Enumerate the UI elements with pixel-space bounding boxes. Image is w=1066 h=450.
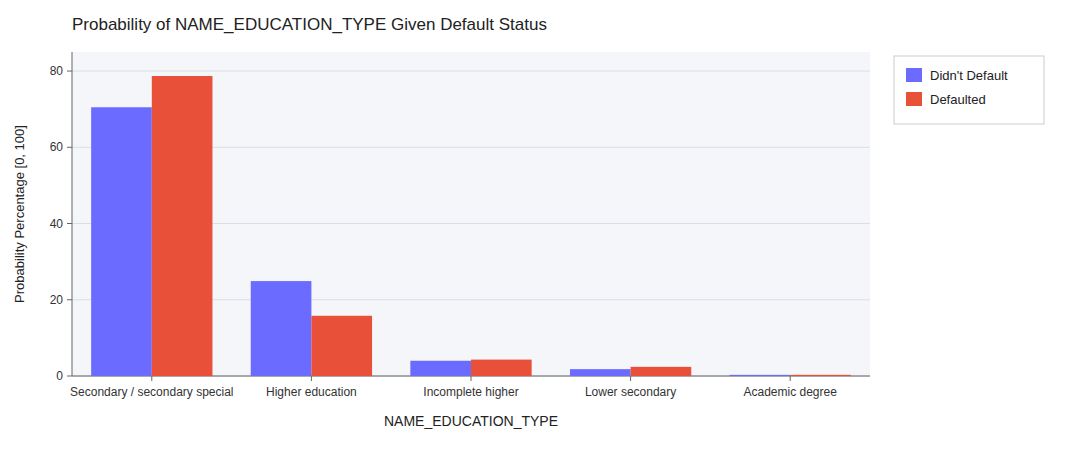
legend: Didn't Default Defaulted — [894, 56, 1044, 124]
bar — [631, 367, 692, 376]
chart-container: 0 20 40 60 80 Secondary / secondary special Hi… — [0, 0, 1066, 450]
x-tick-label: Higher education — [266, 385, 357, 399]
title: Probability of NAME_EDUCATION_TYPE Given… — [72, 15, 547, 34]
legend-box — [894, 56, 1044, 124]
y-tick-label: 80 — [50, 64, 64, 78]
x-tick-label: Lower secondary — [585, 385, 676, 399]
chart-svg: 0 20 40 60 80 Secondary / secondary special Hi… — [0, 0, 1066, 450]
legend-swatch — [906, 68, 922, 82]
grid-line — [72, 71, 870, 72]
x-tick-label: Academic degree — [744, 385, 838, 399]
bar — [730, 375, 791, 376]
bar — [570, 369, 631, 376]
x-tick — [311, 376, 312, 381]
x-tick — [630, 376, 631, 381]
x-tick — [471, 376, 472, 381]
x-tick — [790, 376, 791, 381]
y-tick-label: 20 — [50, 293, 64, 307]
y-tick — [67, 147, 72, 148]
y-tick — [67, 376, 72, 377]
y-axis-line — [72, 52, 73, 376]
bar — [471, 360, 532, 376]
y-axis-label: Probability Percentage [0, 100] — [12, 125, 27, 303]
bar — [91, 107, 152, 376]
y-tick-label: 40 — [50, 217, 64, 231]
x-ticks: Secondary / secondary special Higher educ… — [70, 376, 837, 399]
y-tick — [67, 223, 72, 224]
bar — [410, 361, 471, 376]
x-tick-label: Incomplete higher — [423, 385, 518, 399]
legend-label: Defaulted — [930, 92, 986, 107]
bar — [311, 316, 372, 376]
x-tick-label: Secondary / secondary special — [70, 385, 233, 399]
y-tick — [67, 71, 72, 72]
bar — [251, 281, 312, 376]
y-tick — [67, 299, 72, 300]
y-tick-label: 60 — [50, 140, 64, 154]
bar — [790, 375, 851, 376]
x-tick — [151, 376, 152, 381]
y-tick-label: 0 — [56, 369, 63, 383]
legend-label: Didn't Default — [930, 68, 1008, 83]
bars — [91, 76, 851, 376]
legend-swatch — [906, 92, 922, 106]
y-ticks: 0 20 40 60 80 — [50, 64, 72, 383]
plot-background — [72, 52, 870, 376]
grid — [72, 71, 870, 376]
x-axis-label: NAME_EDUCATION_TYPE — [384, 413, 558, 429]
bar — [152, 76, 213, 376]
